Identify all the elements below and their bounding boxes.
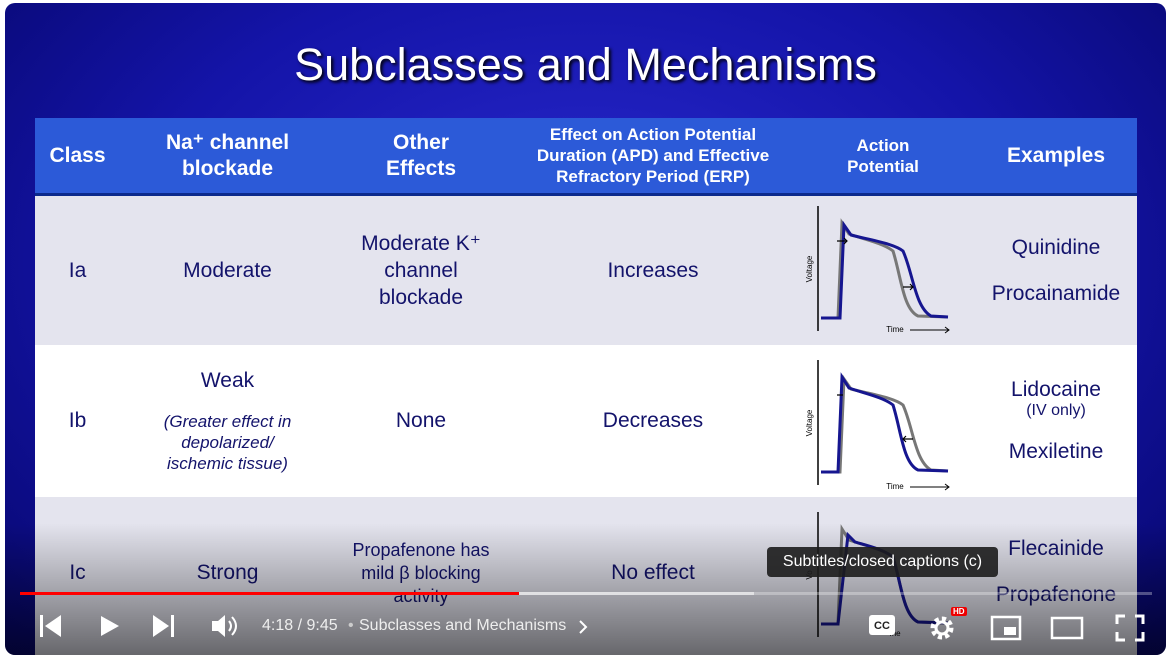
next-button[interactable]: [153, 615, 174, 637]
cc-button[interactable]: CC: [869, 615, 895, 635]
header-cell: Examples: [1006, 143, 1106, 167]
apd-cell: Decreases: [602, 409, 704, 432]
right-controls: CC: [869, 614, 1145, 642]
header-cell: Effect on Action Potential Duration (APD…: [536, 125, 770, 186]
example: Lidocaine: [1011, 378, 1101, 401]
other-cell: None: [395, 409, 447, 432]
table-header: [35, 118, 1137, 196]
settings-button[interactable]: [930, 616, 954, 640]
examples-cell: Lidocaine (IV only) Mexiletine: [975, 345, 1137, 497]
controls-overlay: [5, 523, 1166, 655]
header-cell: Na⁺ channel blockade: [165, 130, 290, 180]
fullscreen-button[interactable]: [1115, 614, 1145, 642]
theater-button[interactable]: [1050, 616, 1084, 640]
example-note: (IV only): [1026, 402, 1086, 419]
x-axis-label: Time: [886, 325, 904, 334]
previous-button[interactable]: [40, 615, 61, 637]
svg-text:CC: CC: [874, 620, 890, 632]
header-cell: Other Effects: [385, 130, 457, 180]
other-cell: Moderate K⁺ channel blockade: [361, 232, 481, 309]
progress-played: [20, 592, 519, 595]
hd-badge: HD: [951, 607, 967, 616]
header-cell: Action Potential: [847, 135, 919, 176]
apd-cell: Increases: [607, 258, 699, 282]
x-axis-label: Time: [886, 482, 904, 491]
chapter-chevron: [579, 620, 588, 634]
class-cell: Ia: [68, 258, 87, 282]
time-display: 4:18 / 9:45: [262, 617, 338, 634]
video-player[interactable]: Subclasses and Mechanisms Class Na⁺ chan…: [5, 3, 1166, 655]
volume-button[interactable]: [212, 615, 237, 637]
y-axis-label: Voltage: [805, 255, 814, 282]
y-axis-label: Voltage: [805, 409, 814, 436]
examples-cell: Quinidine Procainamide: [975, 196, 1137, 345]
example: Mexiletine: [1008, 440, 1104, 463]
na-cell: Weak (Greater effect in depolarized/ isc…: [150, 345, 305, 497]
table-row: [35, 345, 1137, 497]
ap-plot: Voltage Time: [805, 206, 950, 334]
play-button[interactable]: [101, 616, 119, 636]
na-cell: Moderate: [183, 258, 272, 282]
tooltip: Subtitles/closed captions (c): [767, 547, 998, 577]
separator: •: [348, 617, 354, 634]
left-controls: [40, 615, 237, 637]
header-cell: Class: [49, 143, 106, 167]
table-row: [35, 196, 1137, 345]
example: Quinidine: [1011, 235, 1101, 259]
class-cell: Ib: [68, 409, 87, 432]
na-value: Weak: [200, 368, 255, 392]
example: Procainamide: [991, 281, 1121, 305]
slide-title: Subclasses and Mechanisms: [294, 39, 877, 90]
chapter-title[interactable]: Subclasses and Mechanisms: [359, 617, 567, 634]
ap-plot: Voltage Time: [805, 360, 950, 491]
miniplayer-button[interactable]: [990, 615, 1022, 641]
na-note: (Greater effect in depolarized/ ischemic…: [163, 411, 292, 473]
